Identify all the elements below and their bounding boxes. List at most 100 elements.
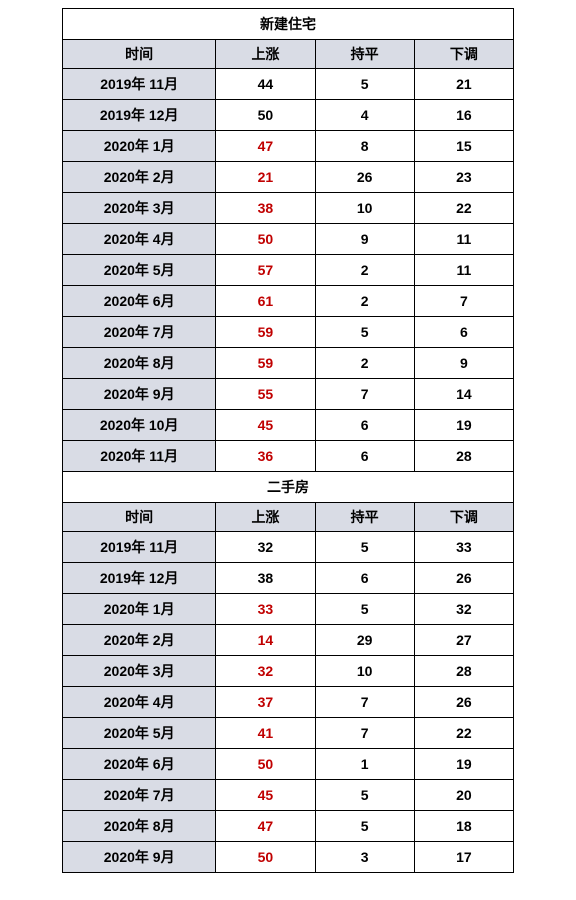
value-cell: 32	[216, 532, 315, 563]
value-cell: 57	[216, 255, 315, 286]
table-row: 2020年 11月36628	[63, 441, 514, 472]
table-row: 2020年 7月5956	[63, 317, 514, 348]
value-cell: 44	[216, 69, 315, 100]
value-cell: 32	[414, 594, 513, 625]
housing-table: 新建住宅时间上涨持平下调2019年 11月445212019年 12月50416…	[62, 8, 514, 873]
value-cell: 28	[414, 441, 513, 472]
value-cell: 26	[414, 687, 513, 718]
time-cell: 2020年 7月	[63, 780, 216, 811]
value-cell: 23	[414, 162, 513, 193]
value-cell: 37	[216, 687, 315, 718]
value-cell: 14	[414, 379, 513, 410]
value-cell: 38	[216, 563, 315, 594]
value-cell: 19	[414, 749, 513, 780]
value-cell: 5	[315, 69, 414, 100]
table-row: 2020年 8月5929	[63, 348, 514, 379]
value-cell: 47	[216, 811, 315, 842]
table-row: 2020年 9月55714	[63, 379, 514, 410]
section-title: 新建住宅	[63, 9, 514, 40]
time-cell: 2020年 5月	[63, 255, 216, 286]
time-cell: 2020年 9月	[63, 379, 216, 410]
value-cell: 9	[315, 224, 414, 255]
value-cell: 7	[315, 718, 414, 749]
table-row: 2020年 5月57211	[63, 255, 514, 286]
value-cell: 28	[414, 656, 513, 687]
time-cell: 2020年 1月	[63, 131, 216, 162]
value-cell: 18	[414, 811, 513, 842]
time-cell: 2020年 8月	[63, 348, 216, 379]
value-cell: 50	[216, 224, 315, 255]
table-row: 2020年 1月47815	[63, 131, 514, 162]
value-cell: 9	[414, 348, 513, 379]
value-cell: 4	[315, 100, 414, 131]
value-cell: 5	[315, 317, 414, 348]
value-cell: 21	[216, 162, 315, 193]
table-row: 2019年 12月50416	[63, 100, 514, 131]
value-cell: 10	[315, 656, 414, 687]
column-header: 时间	[63, 40, 216, 69]
value-cell: 10	[315, 193, 414, 224]
value-cell: 17	[414, 842, 513, 873]
time-cell: 2020年 9月	[63, 842, 216, 873]
time-cell: 2019年 12月	[63, 100, 216, 131]
table-row: 2020年 2月142927	[63, 625, 514, 656]
value-cell: 7	[315, 687, 414, 718]
value-cell: 59	[216, 348, 315, 379]
column-header: 持平	[315, 503, 414, 532]
time-cell: 2020年 2月	[63, 162, 216, 193]
table-row: 2020年 6月6127	[63, 286, 514, 317]
value-cell: 16	[414, 100, 513, 131]
value-cell: 21	[414, 69, 513, 100]
table-row: 2020年 8月47518	[63, 811, 514, 842]
time-cell: 2020年 2月	[63, 625, 216, 656]
value-cell: 7	[414, 286, 513, 317]
table-row: 2020年 9月50317	[63, 842, 514, 873]
table-row: 2020年 4月37726	[63, 687, 514, 718]
table-row: 2019年 12月38626	[63, 563, 514, 594]
value-cell: 15	[414, 131, 513, 162]
value-cell: 11	[414, 224, 513, 255]
value-cell: 55	[216, 379, 315, 410]
value-cell: 38	[216, 193, 315, 224]
table-row: 2020年 2月212623	[63, 162, 514, 193]
value-cell: 45	[216, 780, 315, 811]
time-cell: 2020年 3月	[63, 656, 216, 687]
value-cell: 6	[315, 563, 414, 594]
table-container: 新建住宅时间上涨持平下调2019年 11月445212019年 12月50416…	[62, 8, 514, 873]
value-cell: 61	[216, 286, 315, 317]
section-title: 二手房	[63, 472, 514, 503]
time-cell: 2020年 6月	[63, 286, 216, 317]
value-cell: 50	[216, 842, 315, 873]
value-cell: 8	[315, 131, 414, 162]
column-header: 上涨	[216, 40, 315, 69]
value-cell: 50	[216, 749, 315, 780]
column-header: 下调	[414, 40, 513, 69]
value-cell: 22	[414, 718, 513, 749]
value-cell: 2	[315, 255, 414, 286]
value-cell: 11	[414, 255, 513, 286]
value-cell: 7	[315, 379, 414, 410]
value-cell: 5	[315, 594, 414, 625]
column-header: 时间	[63, 503, 216, 532]
time-cell: 2020年 1月	[63, 594, 216, 625]
value-cell: 26	[315, 162, 414, 193]
value-cell: 2	[315, 286, 414, 317]
time-cell: 2019年 11月	[63, 532, 216, 563]
value-cell: 14	[216, 625, 315, 656]
table-row: 2020年 10月45619	[63, 410, 514, 441]
value-cell: 20	[414, 780, 513, 811]
value-cell: 32	[216, 656, 315, 687]
value-cell: 36	[216, 441, 315, 472]
value-cell: 45	[216, 410, 315, 441]
value-cell: 59	[216, 317, 315, 348]
value-cell: 26	[414, 563, 513, 594]
value-cell: 3	[315, 842, 414, 873]
time-cell: 2020年 5月	[63, 718, 216, 749]
value-cell: 5	[315, 811, 414, 842]
value-cell: 47	[216, 131, 315, 162]
value-cell: 41	[216, 718, 315, 749]
table-row: 2020年 7月45520	[63, 780, 514, 811]
time-cell: 2020年 8月	[63, 811, 216, 842]
table-row: 2019年 11月44521	[63, 69, 514, 100]
value-cell: 5	[315, 532, 414, 563]
